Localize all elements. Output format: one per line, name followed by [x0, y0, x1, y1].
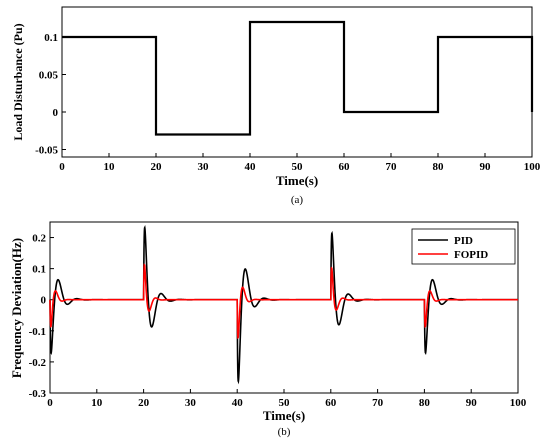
chart-b-ytick-label: -0.1 [29, 326, 46, 338]
chart-a-ytick-label: -0.05 [35, 145, 58, 157]
chart-a-xtick-label: 50 [292, 161, 304, 173]
chart-b-xlabel: Time(s) [263, 408, 305, 423]
chart-b-xtick-label: 20 [138, 397, 150, 409]
chart-b-series-fopid [49, 263, 518, 340]
chart-a-series-line [62, 20, 534, 136]
chart-b: 0 10 20 30 40 50 60 70 80 90 100 -0.3 -0.2 -0.1 0 0.1 0.… [9, 221, 527, 438]
chart-a-caption: (a) [291, 194, 304, 206]
chart-a-ytick-label: 0 [53, 107, 59, 119]
chart-b-xtick-label: 60 [325, 397, 337, 409]
chart-a-plot-frame [61, 6, 533, 158]
chart-a-xtick-label: 90 [480, 161, 492, 173]
chart-a-xtick-label: 0 [59, 161, 65, 173]
chart-b-xtick-label: 10 [91, 397, 103, 409]
chart-b-caption: (b) [278, 426, 291, 438]
chart-a-xtick-label: 10 [104, 161, 116, 173]
chart-a-ylabel: Load Disturbance (Pu) [11, 23, 25, 140]
chart-a-xtick-label: 20 [151, 161, 163, 173]
chart-b-ytick-label: 0.2 [32, 233, 46, 245]
chart-b-ytick-label: 0.1 [32, 264, 46, 276]
chart-b-xtick-label: 70 [372, 397, 384, 409]
chart-a-xtick-label: 40 [245, 161, 257, 173]
chart-b-series [49, 224, 518, 385]
chart-a-xlabel: Time(s) [276, 173, 318, 188]
chart-a-xtick-label: 100 [524, 161, 541, 173]
chart-a-xtick-label: 30 [198, 161, 210, 173]
chart-b-ytick-label: -0.2 [29, 357, 47, 369]
chart-b-xtick-label: 50 [279, 397, 291, 409]
chart-b-ytick-label: 0 [41, 295, 47, 307]
chart-b-xtick-label: 80 [419, 397, 431, 409]
chart-a-xtick-label: 70 [386, 161, 398, 173]
chart-a-series [62, 20, 534, 136]
chart-b-ytick-label: -0.3 [29, 388, 47, 400]
legend-pid-label: PID [454, 235, 473, 247]
chart-a-ytick-label: 0.1 [44, 32, 58, 44]
chart-a-xtick-label: 80 [433, 161, 445, 173]
chart-b-xtick-label: 0 [47, 397, 53, 409]
chart-b-xtick-label: 100 [510, 397, 527, 409]
chart-b-legend: PID FOPID [411, 228, 516, 265]
chart-a-ytick-label: 0.05 [39, 70, 59, 82]
chart-b-ticks: 0 10 20 30 40 50 60 70 80 90 100 -0.3 -0.2 -0.1 0 0.1 0.… [29, 233, 527, 409]
legend-box [411, 228, 516, 265]
chart-a-xtick-label: 60 [339, 161, 351, 173]
chart-b-xtick-label: 30 [185, 397, 197, 409]
legend-fopid-label: FOPID [454, 249, 488, 261]
chart-b-ylabel: Frequency Deviation(Hz) [9, 238, 24, 378]
chart-b-xtick-label: 40 [232, 397, 244, 409]
chart-b-xtick-label: 90 [466, 397, 478, 409]
